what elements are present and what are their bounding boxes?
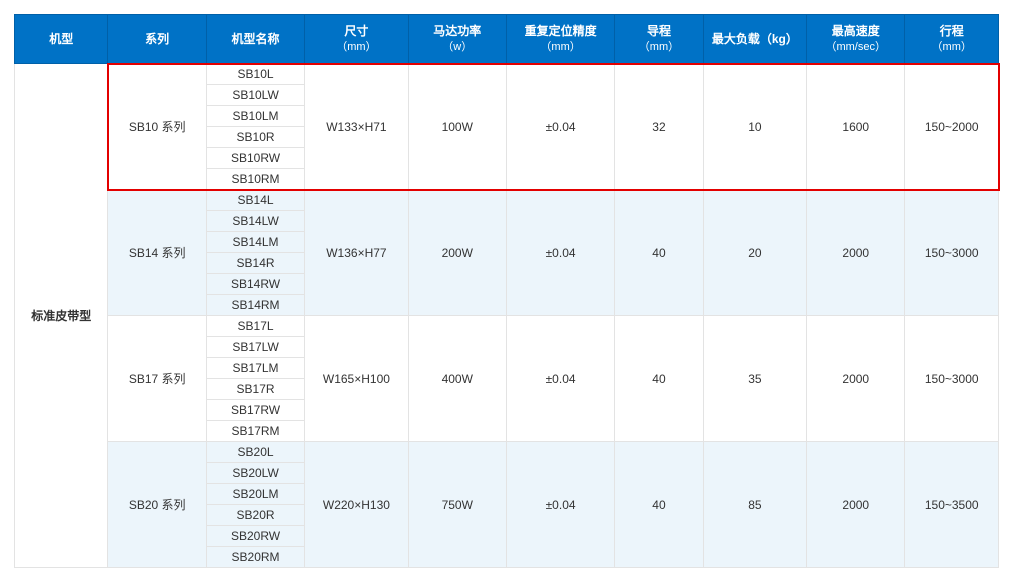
- model-cell: SB17LM: [206, 358, 304, 379]
- load-cell: 10: [703, 64, 806, 190]
- series-cell: SB10 系列: [108, 64, 206, 190]
- model-cell: SB17LW: [206, 337, 304, 358]
- power-cell: 200W: [408, 190, 506, 316]
- lead-cell: 32: [615, 64, 704, 190]
- model-cell: SB10LM: [206, 106, 304, 127]
- model-cell: SB20L: [206, 442, 304, 463]
- col-header: 重复定位精度（mm）: [506, 15, 614, 64]
- table-container: 机型 系列 机型名称 尺寸（mm） 马达功率（w） 重复定位精度（mm） 导程（…: [14, 14, 999, 568]
- stroke-cell: 150~3000: [905, 190, 999, 316]
- series-cell: SB14 系列: [108, 190, 206, 316]
- lead-cell: 40: [615, 190, 704, 316]
- model-cell: SB14LM: [206, 232, 304, 253]
- model-cell: SB10RW: [206, 148, 304, 169]
- model-cell: SB17L: [206, 316, 304, 337]
- table-body: 标准皮带型SB10 系列SB10LW133×H71100W±0.04321016…: [15, 64, 999, 568]
- load-cell: 20: [703, 190, 806, 316]
- speed-cell: 2000: [807, 316, 905, 442]
- col-header: 机型名称: [206, 15, 304, 64]
- model-cell: SB10R: [206, 127, 304, 148]
- lead-cell: 40: [615, 442, 704, 568]
- speed-cell: 2000: [807, 190, 905, 316]
- col-header: 导程（mm）: [615, 15, 704, 64]
- stroke-cell: 150~2000: [905, 64, 999, 190]
- model-cell: SB14RM: [206, 295, 304, 316]
- category-cell: 标准皮带型: [15, 64, 108, 568]
- dim-cell: W220×H130: [305, 442, 408, 568]
- col-header: 尺寸（mm）: [305, 15, 408, 64]
- series-cell: SB17 系列: [108, 316, 206, 442]
- dim-cell: W133×H71: [305, 64, 408, 190]
- speed-cell: 2000: [807, 442, 905, 568]
- power-cell: 400W: [408, 316, 506, 442]
- stroke-cell: 150~3500: [905, 442, 999, 568]
- speed-cell: 1600: [807, 64, 905, 190]
- col-header: 机型: [15, 15, 108, 64]
- table-row: 标准皮带型SB10 系列SB10LW133×H71100W±0.04321016…: [15, 64, 999, 85]
- col-header: 行程（mm）: [905, 15, 999, 64]
- accuracy-cell: ±0.04: [506, 316, 614, 442]
- model-cell: SB20LW: [206, 463, 304, 484]
- col-header: 系列: [108, 15, 206, 64]
- load-cell: 85: [703, 442, 806, 568]
- table-row: SB14 系列SB14LW136×H77200W±0.0440202000150…: [15, 190, 999, 211]
- model-cell: SB10RM: [206, 169, 304, 190]
- dim-cell: W165×H100: [305, 316, 408, 442]
- model-cell: SB20LM: [206, 484, 304, 505]
- model-cell: SB20RW: [206, 526, 304, 547]
- dim-cell: W136×H77: [305, 190, 408, 316]
- model-cell: SB14RW: [206, 274, 304, 295]
- spec-table: 机型 系列 机型名称 尺寸（mm） 马达功率（w） 重复定位精度（mm） 导程（…: [14, 14, 999, 568]
- model-cell: SB20RM: [206, 547, 304, 568]
- accuracy-cell: ±0.04: [506, 64, 614, 190]
- model-cell: SB17RM: [206, 421, 304, 442]
- model-cell: SB14L: [206, 190, 304, 211]
- model-cell: SB17R: [206, 379, 304, 400]
- table-row: SB17 系列SB17LW165×H100400W±0.044035200015…: [15, 316, 999, 337]
- stroke-cell: 150~3000: [905, 316, 999, 442]
- col-header: 最高速度（mm/sec）: [807, 15, 905, 64]
- series-cell: SB20 系列: [108, 442, 206, 568]
- model-cell: SB10LW: [206, 85, 304, 106]
- model-cell: SB10L: [206, 64, 304, 85]
- col-header: 马达功率（w）: [408, 15, 506, 64]
- header-row: 机型 系列 机型名称 尺寸（mm） 马达功率（w） 重复定位精度（mm） 导程（…: [15, 15, 999, 64]
- lead-cell: 40: [615, 316, 704, 442]
- model-cell: SB14R: [206, 253, 304, 274]
- power-cell: 100W: [408, 64, 506, 190]
- accuracy-cell: ±0.04: [506, 442, 614, 568]
- model-cell: SB17RW: [206, 400, 304, 421]
- accuracy-cell: ±0.04: [506, 190, 614, 316]
- load-cell: 35: [703, 316, 806, 442]
- model-cell: SB14LW: [206, 211, 304, 232]
- table-row: SB20 系列SB20LW220×H130750W±0.044085200015…: [15, 442, 999, 463]
- col-header: 最大负载（kg）: [703, 15, 806, 64]
- model-cell: SB20R: [206, 505, 304, 526]
- power-cell: 750W: [408, 442, 506, 568]
